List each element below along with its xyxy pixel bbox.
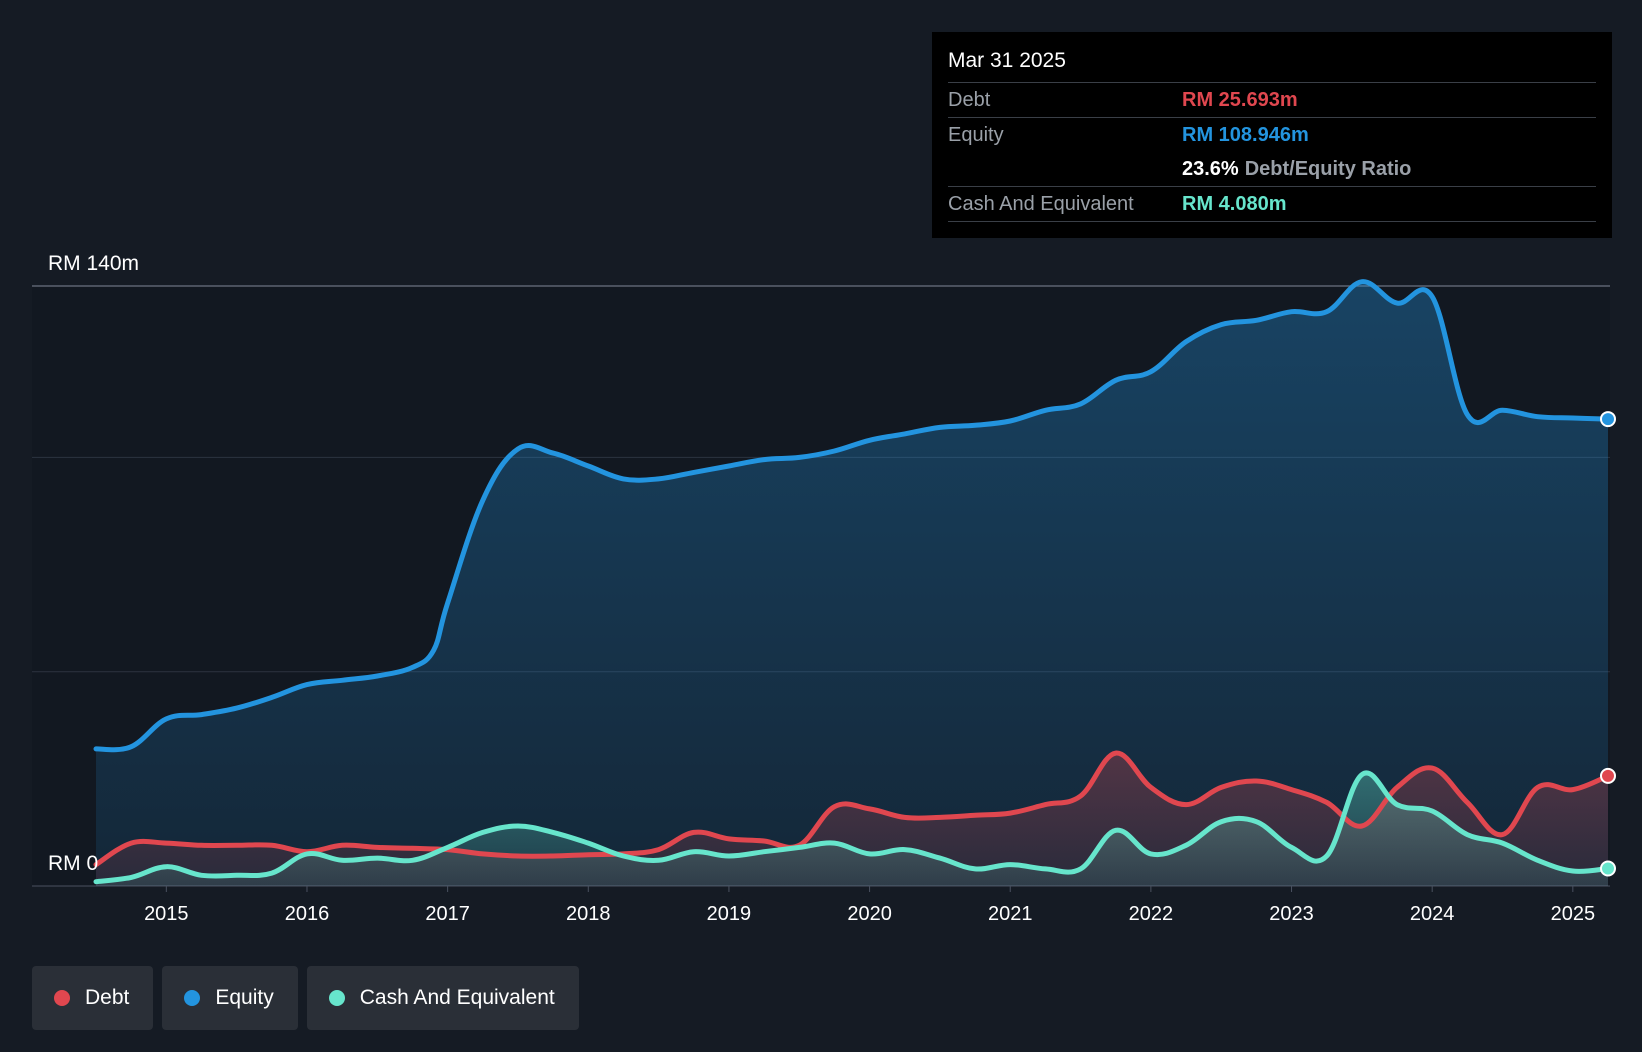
tooltip-row-debt: Debt RM 25.693m bbox=[948, 83, 1596, 118]
equity-dot-icon bbox=[184, 990, 201, 1006]
x-tick-label: 2022 bbox=[1129, 903, 1174, 925]
y-axis-top-label: RM 140m bbox=[48, 252, 139, 275]
cash-area bbox=[96, 772, 1608, 886]
tooltip-equity-label: Equity bbox=[948, 124, 1004, 146]
equity-line bbox=[93, 279, 1611, 753]
tooltip-cash-label: Cash And Equivalent bbox=[948, 193, 1134, 215]
legend-item-debt[interactable]: Debt bbox=[32, 966, 154, 1030]
tooltip-row-ratio: 23.6% Debt/Equity Ratio bbox=[948, 152, 1596, 187]
cash-endpoint[interactable] bbox=[1600, 860, 1616, 877]
tooltip-ratio-label: Debt/Equity Ratio bbox=[1244, 158, 1412, 180]
legend-item-equity[interactable]: Equity bbox=[162, 966, 298, 1030]
tooltip-date: Mar 31 2025 bbox=[948, 46, 1596, 83]
legend-item-cash[interactable]: Cash And Equivalent bbox=[306, 966, 579, 1030]
x-tick-label: 2017 bbox=[425, 903, 470, 925]
y-axis-bottom-label: RM 0 bbox=[48, 852, 98, 875]
x-tick-label: 2019 bbox=[707, 903, 752, 925]
x-tick-label: 2024 bbox=[1410, 903, 1455, 925]
tooltip-row-cash: Cash And Equivalent RM 4.080m bbox=[948, 187, 1596, 222]
tooltip-ratio-value: 23.6% bbox=[1182, 158, 1239, 180]
debt-dot-icon bbox=[54, 990, 70, 1006]
equity-area bbox=[96, 281, 1608, 886]
x-tick-label: 2021 bbox=[988, 903, 1033, 925]
tooltip-row-equity: Equity RM 108.946m bbox=[948, 118, 1596, 152]
cash-dot-icon bbox=[328, 990, 345, 1006]
tooltip-debt-label: Debt bbox=[948, 89, 991, 111]
x-tick-label: 2025 bbox=[1551, 903, 1596, 925]
legend-equity-label: Equity bbox=[215, 986, 274, 1009]
x-tick-label: 2015 bbox=[144, 903, 189, 925]
legend: Debt Equity Cash And Equivalent bbox=[32, 966, 579, 1030]
legend-cash-label: Cash And Equivalent bbox=[359, 986, 555, 1009]
x-tick-label: 2023 bbox=[1269, 903, 1314, 925]
tooltip-debt-value: RM 25.693m bbox=[1182, 89, 1298, 111]
legend-debt-label: Debt bbox=[85, 986, 130, 1009]
equity-endpoint[interactable] bbox=[1600, 411, 1616, 428]
cash-line bbox=[93, 770, 1611, 885]
x-tick-label: 2018 bbox=[566, 903, 611, 925]
debt-line bbox=[93, 750, 1611, 868]
tooltip-equity-value: RM 108.946m bbox=[1182, 124, 1309, 146]
x-tick-label: 2020 bbox=[847, 903, 892, 925]
tooltip-cash-value: RM 4.080m bbox=[1182, 193, 1287, 215]
debt-endpoint[interactable] bbox=[1600, 767, 1616, 784]
x-tick-label: 2016 bbox=[285, 903, 330, 925]
tooltip: Mar 31 2025 Debt RM 25.693m Equity RM 10… bbox=[932, 32, 1612, 238]
